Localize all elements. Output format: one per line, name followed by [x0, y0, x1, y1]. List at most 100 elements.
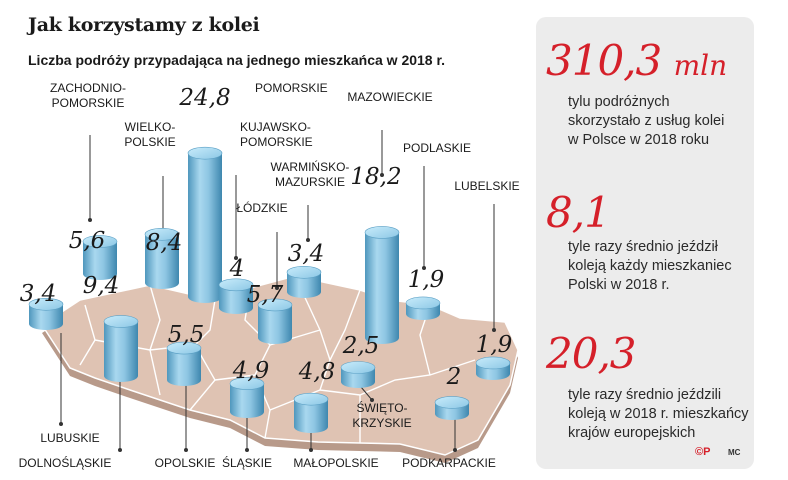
- category-label-lubuskie: LUBUSKIE: [40, 431, 99, 445]
- bar-małopolskie: [293, 392, 329, 433]
- bar-top: [218, 278, 254, 292]
- bar-wielko-polskie: [144, 227, 180, 289]
- category-label-podkarpackie: PODKARPACKIE: [402, 456, 496, 470]
- stat-poland-avg-value: 8,1: [546, 188, 611, 237]
- category-label-dolnośląskie: DOLNOŚLĄSKIE: [19, 455, 112, 470]
- leader-dot-lubelskie: [492, 328, 496, 332]
- bar-dolnośląskie: [103, 315, 139, 382]
- bar-top: [257, 298, 293, 312]
- bar-body: [104, 321, 138, 382]
- bar-śląskie: [229, 377, 265, 418]
- chart-category-labels: ZACHODNIO-POMORSKIE POMORSKIE WIELKO-POLSK…: [19, 81, 520, 470]
- value-label-śląskie: 4,9: [232, 358, 270, 384]
- stat-total-value: 310,3 mln: [546, 36, 728, 85]
- value-label-podlaskie: 1,9: [408, 267, 445, 293]
- category-label-zachodnio-pomorskie: ZACHODNIO-POMORSKIE: [50, 81, 126, 110]
- value-label-kujawsko-pomorskie: 4: [229, 256, 245, 282]
- value-label-lubuskie: 3,4: [20, 281, 57, 307]
- bar-top: [187, 146, 223, 160]
- chart-bars: [28, 146, 511, 433]
- bar-lubelskie: [475, 356, 511, 380]
- leader-dot-zachodnio-pomorskie: [88, 218, 92, 222]
- bar-top: [82, 235, 118, 248]
- leader-dot-opolskie: [184, 448, 188, 452]
- category-label-małopolskie: MAŁOPOLSKIE: [293, 456, 378, 470]
- bar-body: [258, 304, 292, 344]
- bar-body: [230, 383, 264, 418]
- category-label-wielko-polskie: WIELKO-POLSKIE: [124, 120, 175, 149]
- bar-święto-krzyskie: [340, 361, 376, 388]
- leader-dot-warmińsko-mazurskie: [306, 238, 310, 242]
- stat-europe-avg-value: 20,3: [546, 329, 637, 378]
- bar-top: [229, 377, 265, 390]
- chart-value-labels: 5,624,88,443,45,718,21,91,93,4 9,45,54,9 4…: [20, 85, 513, 390]
- author-credit: MC: [728, 448, 741, 457]
- stat-total-desc: tylu podróżnych skorzystało z usług kolei…: [568, 94, 725, 148]
- value-label-zachodnio-pomorskie: 5,6: [69, 228, 106, 254]
- category-label-łódzkie: ŁÓDZKIE: [236, 200, 287, 215]
- leader-lines: [59, 130, 496, 452]
- leader-dot-małopolskie: [309, 448, 313, 452]
- value-label-święto-krzyskie: 2,5: [342, 333, 380, 359]
- bar-kujawsko-pomorskie: [218, 278, 254, 314]
- value-label-dolnośląskie: 9,4: [83, 273, 120, 299]
- bar-top: [144, 227, 180, 241]
- bar-zachodnio-pomorskie: [82, 235, 118, 280]
- value-label-małopolskie: 4,8: [298, 359, 336, 385]
- bar-body: [219, 284, 253, 314]
- value-label-lubelskie: 1,9: [476, 332, 513, 358]
- bar-top: [103, 315, 139, 328]
- category-label-warmińsko-mazurskie: WARMIŃSKO-MAZURSKIE: [271, 159, 350, 189]
- leader-dot-śląskie: [245, 448, 249, 452]
- value-label-mazowieckie: 18,2: [350, 164, 401, 190]
- bar-top: [475, 356, 511, 370]
- bar-top: [293, 392, 329, 406]
- stat-europe-avg-desc: tyle razy średnio jeździli koleją w 2018 …: [568, 387, 749, 441]
- leader-dot-podkarpackie: [453, 448, 457, 452]
- bar-body: [83, 241, 117, 280]
- value-label-warmińsko-mazurskie: 3,4: [288, 241, 325, 267]
- bar-opolskie: [166, 341, 202, 386]
- category-label-opolskie: OPOLSKIE: [155, 456, 216, 470]
- publisher-logo: ©P: [695, 446, 711, 458]
- value-label-łódzkie: 5,7: [247, 282, 284, 308]
- bar-body: [29, 304, 63, 330]
- bar-top: [286, 265, 322, 279]
- bar-warmińsko-mazurskie: [286, 265, 322, 298]
- bar-top: [28, 297, 64, 311]
- leader-dot-dolnośląskie: [118, 448, 122, 452]
- page-title: Jak korzystamy z kolei: [28, 14, 260, 36]
- bar-pomorskie: [187, 146, 223, 303]
- leader-dot-podlaskie: [422, 266, 426, 270]
- bar-body: [294, 399, 328, 433]
- category-label-podlaskie: PODLASKIE: [403, 141, 471, 155]
- bar-lubuskie: [28, 297, 64, 330]
- bar-top: [166, 341, 202, 355]
- bar-body: [167, 348, 201, 386]
- bar-podlaskie: [405, 296, 441, 320]
- category-label-pomorskie: POMORSKIE: [255, 81, 328, 95]
- stat-poland-avg-desc: tyle razy średnio jeździł koleją każdy mi…: [568, 239, 732, 293]
- bar-body: [287, 272, 321, 298]
- leader-dot-łódzkie: [275, 286, 279, 290]
- category-label-mazowieckie: MAZOWIECKIE: [347, 90, 432, 104]
- category-label-święto-krzyskie: ŚWIĘTO-KRZYSKIE: [352, 400, 411, 430]
- value-label-wielko-polskie: 8,4: [146, 230, 183, 256]
- leader-dot-święto-krzyskie: [370, 398, 374, 402]
- leader-dot-kujawsko-pomorskie: [234, 256, 238, 260]
- bar-podkarpackie: [434, 396, 470, 420]
- leader-dot-mazowieckie: [380, 173, 384, 177]
- bar-top: [340, 361, 376, 374]
- leader-line-święto-krzyskie: [360, 386, 373, 401]
- bar-łódzkie: [257, 298, 293, 344]
- category-label-kujawsko-pomorskie: KUJAWSKO-POMORSKIE: [240, 120, 313, 149]
- leader-dot-lubuskie: [59, 422, 63, 426]
- category-label-lubelskie: LUBELSKIE: [454, 179, 519, 193]
- value-label-pomorskie: 24,8: [178, 85, 230, 111]
- bar-mazowieckie: [364, 226, 400, 344]
- value-label-opolskie: 5,5: [168, 322, 205, 348]
- value-label-podkarpackie: 2: [446, 364, 462, 390]
- page-subtitle: Liczba podróży przypadająca na jednego m…: [28, 52, 446, 68]
- bar-top: [434, 396, 470, 409]
